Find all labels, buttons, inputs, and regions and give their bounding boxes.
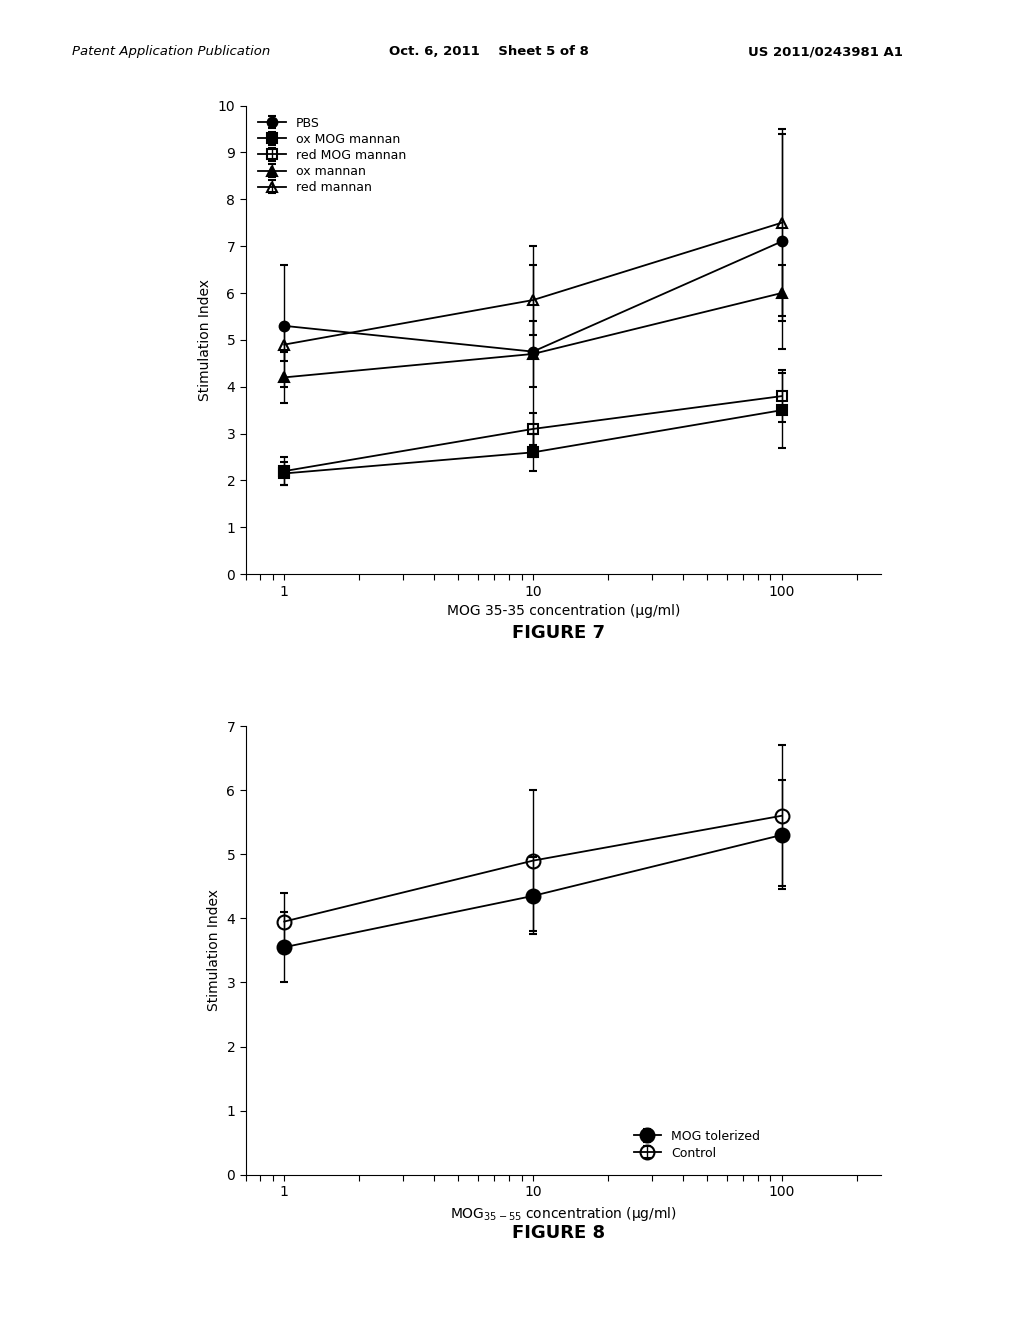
X-axis label: MOG 35-35 concentration (µg/ml): MOG 35-35 concentration (µg/ml) bbox=[446, 605, 680, 618]
Text: Oct. 6, 2011    Sheet 5 of 8: Oct. 6, 2011 Sheet 5 of 8 bbox=[389, 45, 589, 58]
Y-axis label: Stimulation Index: Stimulation Index bbox=[207, 890, 221, 1011]
Legend: MOG tolerized, Control: MOG tolerized, Control bbox=[629, 1125, 765, 1164]
Text: FIGURE 8: FIGURE 8 bbox=[512, 1224, 604, 1242]
Text: FIGURE 7: FIGURE 7 bbox=[512, 624, 604, 643]
X-axis label: MOG$_{35-55}$ concentration (µg/ml): MOG$_{35-55}$ concentration (µg/ml) bbox=[450, 1205, 677, 1222]
Y-axis label: Stimulation Index: Stimulation Index bbox=[199, 279, 212, 401]
Text: US 2011/0243981 A1: US 2011/0243981 A1 bbox=[748, 45, 902, 58]
Legend: PBS, ox MOG mannan, red MOG mannan, ox mannan, red mannan: PBS, ox MOG mannan, red MOG mannan, ox m… bbox=[253, 111, 411, 199]
Text: Patent Application Publication: Patent Application Publication bbox=[72, 45, 270, 58]
